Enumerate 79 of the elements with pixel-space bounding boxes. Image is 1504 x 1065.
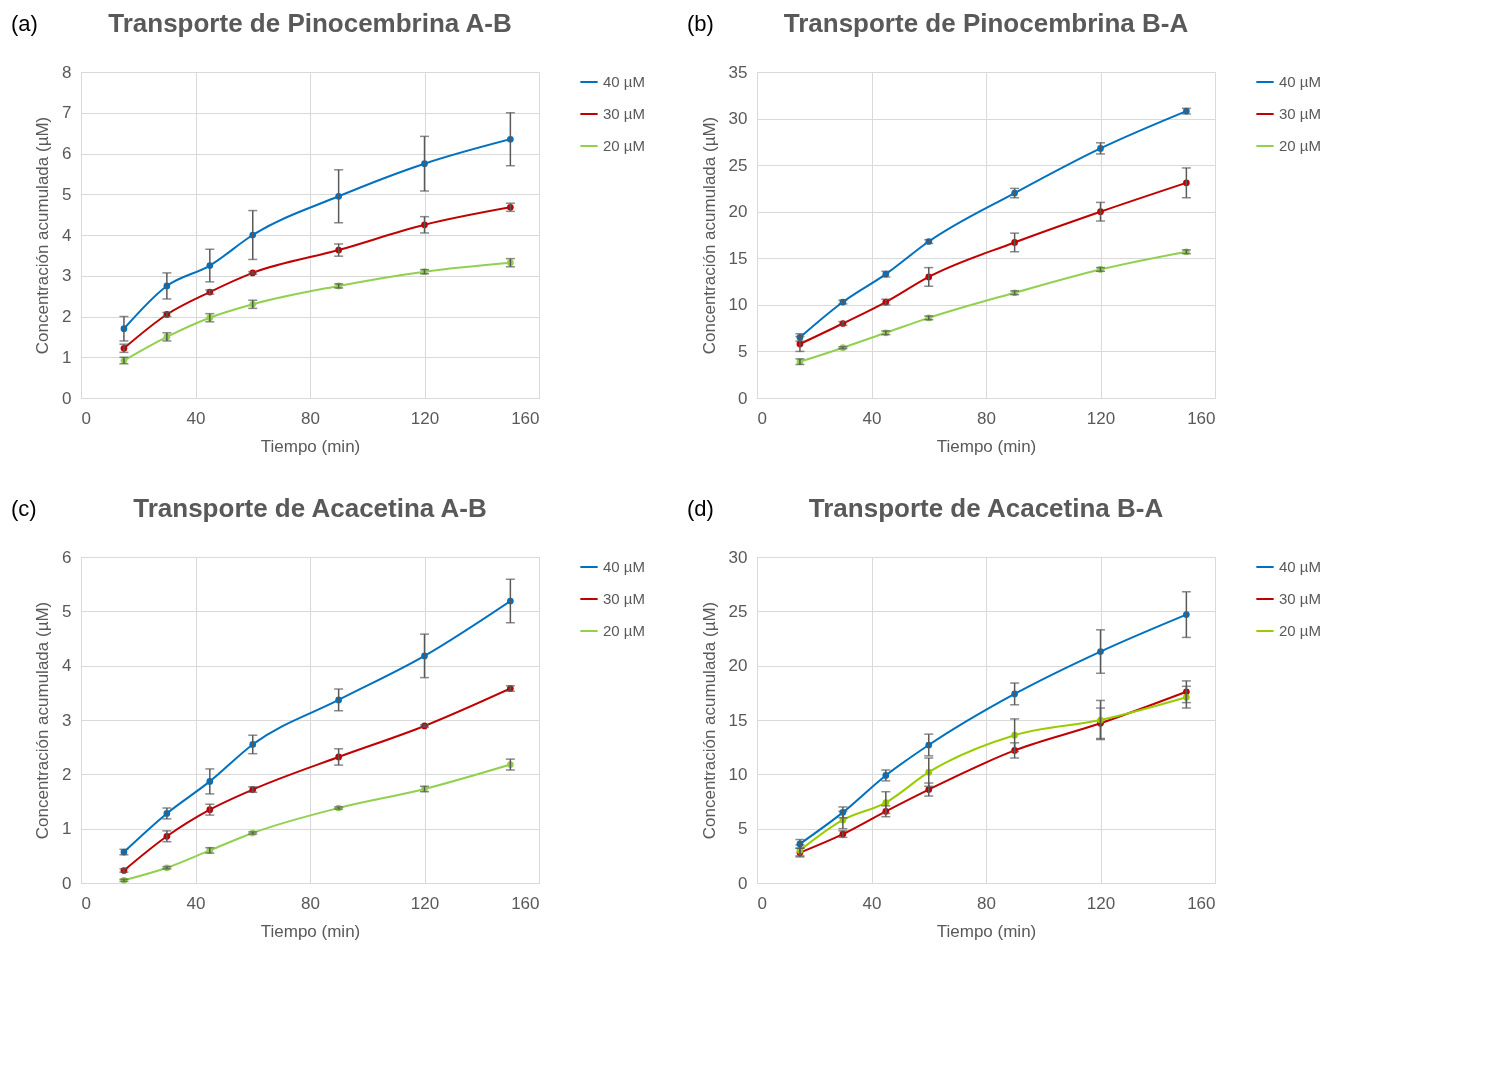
y-tick-label: 25 — [728, 155, 748, 175]
x-axis-title: Tiempo (min) — [260, 436, 361, 456]
y-tick-label: 3 — [62, 710, 72, 730]
y-axis-title: Concentración acumulada (µM) — [699, 601, 719, 840]
y-tick-label: 10 — [728, 295, 748, 315]
x-tick-label: 0 — [81, 408, 91, 428]
y-tick-label: 6 — [62, 547, 72, 567]
text: (b) — [687, 11, 714, 36]
y-tick-label: 5 — [738, 341, 748, 361]
x-tick-label: 80 — [301, 408, 320, 428]
y-axis-title: Concentración acumulada (µM) — [33, 116, 53, 355]
y-tick-label: 1 — [62, 819, 72, 839]
legend-label: 20 µM — [603, 137, 645, 154]
x-axis-title: Tiempo (min) — [936, 921, 1037, 941]
legend-label: 30 µM — [1279, 105, 1321, 122]
y-tick-label: 2 — [62, 307, 72, 326]
legend-label: 20 µM — [1279, 137, 1321, 154]
y-tick-label: 0 — [738, 873, 748, 893]
legend-label: 40 µM — [1279, 73, 1321, 90]
x-tick-label: 0 — [81, 893, 91, 913]
x-tick-label: 160 — [511, 408, 540, 428]
chart-title: Transporte de Acacetina A-B — [133, 493, 487, 523]
y-tick-label: 0 — [62, 388, 72, 408]
x-tick-label: 160 — [1187, 408, 1216, 428]
y-tick-label: 20 — [728, 202, 748, 222]
x-tick-label: 80 — [301, 893, 320, 913]
y-tick-label: 15 — [728, 248, 748, 268]
y-tick-label: 4 — [62, 656, 72, 676]
y-tick-label: 20 — [728, 656, 748, 676]
chart-title: Transporte de Acacetina B-A — [808, 493, 1164, 523]
legend-label: 20 µM — [1279, 622, 1321, 639]
y-tick-label: 30 — [728, 547, 748, 567]
x-tick-label: 0 — [757, 408, 767, 428]
legend-label: 40 µM — [1279, 558, 1321, 575]
y-tick-label: 2 — [62, 764, 72, 784]
y-tick-label: 4 — [62, 225, 72, 245]
y-tick-label: 6 — [62, 144, 72, 163]
x-tick-label: 120 — [410, 408, 440, 428]
legend-label: 30 µM — [1279, 590, 1321, 607]
x-tick-label: 40 — [186, 893, 206, 913]
y-tick-label: 7 — [62, 103, 72, 123]
y-tick-label: 5 — [62, 601, 72, 621]
y-tick-label: 25 — [728, 601, 748, 621]
text: (a) — [11, 11, 38, 36]
x-tick-label: 160 — [511, 893, 540, 913]
y-tick-label: 15 — [728, 710, 748, 730]
y-tick-label: 35 — [728, 62, 748, 82]
y-tick-label: 1 — [62, 347, 72, 367]
legend-label: 40 µM — [603, 558, 645, 575]
y-tick-label: 0 — [738, 388, 748, 408]
legend-label: 30 µM — [603, 105, 645, 122]
text: (c) — [11, 496, 37, 521]
x-axis-title: Tiempo (min) — [260, 921, 361, 941]
x-tick-label: 120 — [1086, 408, 1116, 428]
x-tick-label: 40 — [186, 408, 206, 428]
x-tick-label: 0 — [757, 893, 767, 913]
legend-label: 20 µM — [603, 622, 645, 639]
y-tick-label: 5 — [738, 819, 748, 839]
chart-title: Transporte de Pinocembrina B-A — [783, 8, 1189, 38]
y-tick-label: 8 — [62, 62, 72, 82]
y-axis-title: Concentración acumulada (µM) — [33, 601, 53, 840]
legend-label: 40 µM — [603, 73, 645, 90]
x-tick-label: 80 — [977, 408, 996, 428]
y-tick-label: 10 — [728, 764, 748, 784]
y-tick-label: 5 — [62, 184, 72, 204]
text: (d) — [687, 496, 714, 521]
legend-label: 30 µM — [603, 590, 645, 607]
x-tick-label: 120 — [1086, 893, 1116, 913]
chart-title: Transporte de Pinocembrina A-B — [108, 8, 512, 38]
y-axis-title: Concentración acumulada (µM) — [699, 116, 719, 355]
y-tick-label: 30 — [728, 109, 748, 129]
y-tick-label: 3 — [62, 266, 72, 286]
x-axis-title: Tiempo (min) — [936, 436, 1037, 456]
x-tick-label: 40 — [862, 408, 882, 428]
y-tick-label: 0 — [62, 873, 72, 893]
x-tick-label: 80 — [977, 893, 996, 913]
x-tick-label: 160 — [1187, 893, 1216, 913]
x-tick-label: 120 — [410, 893, 440, 913]
x-tick-label: 40 — [862, 893, 882, 913]
